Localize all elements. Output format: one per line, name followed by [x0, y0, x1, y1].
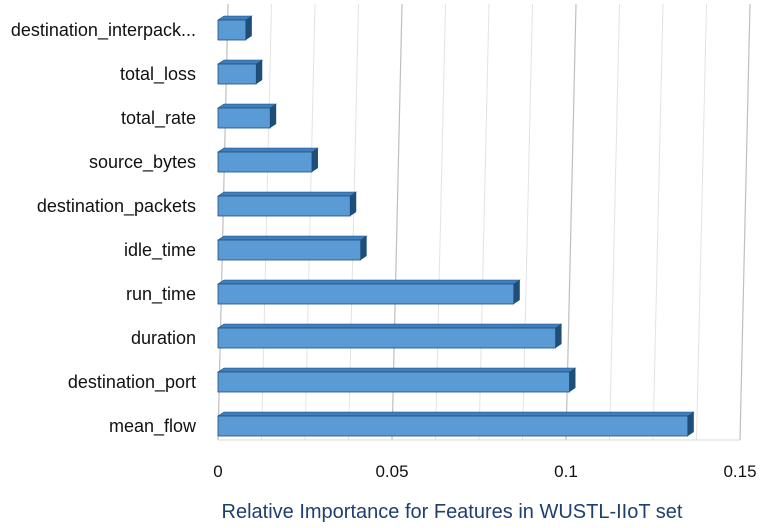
major-gridline — [739, 3, 751, 441]
minor-gridline — [478, 3, 490, 441]
minor-gridline — [261, 3, 272, 441]
bar-end-face — [270, 104, 277, 128]
category-label: destination_interpack... — [11, 20, 196, 41]
bar-front-face — [217, 63, 257, 85]
bar-front-face — [217, 151, 313, 173]
bar-total-loss — [217, 59, 264, 85]
minor-gridline — [348, 3, 359, 441]
bar-run-time — [217, 279, 521, 305]
minor-gridline — [522, 3, 533, 441]
bar-end-face — [569, 368, 576, 392]
bar-end-face — [360, 236, 367, 260]
minor-gridline — [435, 3, 446, 441]
bar-top-face — [217, 147, 319, 153]
category-label: total_loss — [120, 64, 196, 85]
bar-front-face — [217, 239, 362, 261]
minor-gridline — [696, 3, 707, 441]
bar-end-face — [350, 192, 357, 216]
bar-top-face — [217, 279, 521, 285]
category-label: total_rate — [121, 108, 196, 129]
minor-gridline — [609, 3, 620, 441]
bar-end-face — [256, 60, 263, 84]
bar-top-face — [217, 367, 577, 373]
category-label: run_time — [126, 284, 196, 305]
bar-end-face — [687, 412, 694, 436]
bar-total-rate — [217, 103, 278, 129]
bar-front-face — [217, 19, 247, 41]
bar-source-bytes — [217, 147, 319, 173]
category-label: destination_packets — [37, 196, 196, 217]
category-label: source_bytes — [89, 152, 196, 173]
bar-destination-port — [217, 367, 577, 393]
minor-gridline — [304, 3, 316, 441]
minor-gridline — [652, 3, 664, 441]
bar-end-face — [513, 280, 520, 304]
bar-front-face — [217, 415, 689, 437]
bar-destination-interpack- — [217, 15, 253, 41]
category-label: mean_flow — [109, 416, 197, 437]
x-tick-label: 0.1 — [554, 462, 578, 481]
x-axis-title: Relative Importance for Features in WUST… — [222, 501, 683, 523]
bars — [217, 15, 695, 437]
category-label: destination_port — [68, 372, 196, 393]
bar-end-face — [555, 324, 562, 348]
major-gridline — [565, 3, 577, 441]
bar-top-face — [217, 103, 278, 109]
bar-top-face — [217, 191, 358, 197]
gridlines — [217, 3, 751, 441]
bar-end-face — [245, 16, 252, 40]
x-tick-label: 0 — [213, 462, 222, 481]
bar-top-face — [217, 235, 368, 241]
bar-destination-packets — [217, 191, 358, 217]
category-label: idle_time — [124, 240, 196, 261]
bar-front-face — [217, 107, 271, 129]
x-tick-labels: 0 0.05 0.1 0.15 — [213, 462, 756, 481]
major-gridline — [391, 3, 403, 441]
bar-top-face — [217, 411, 695, 417]
bar-top-face — [217, 59, 264, 65]
bar-top-face — [217, 323, 563, 329]
bar-front-face — [217, 283, 515, 305]
category-label: duration — [131, 328, 196, 348]
bar-mean-flow — [217, 411, 695, 437]
bar-duration — [217, 323, 563, 349]
x-tick-label: 0.15 — [723, 462, 756, 481]
bar-front-face — [217, 327, 556, 349]
bar-front-face — [217, 371, 570, 393]
bar-front-face — [217, 195, 351, 217]
bar-end-face — [311, 148, 318, 172]
bar-idle-time — [217, 235, 368, 261]
x-tick-label: 0.05 — [375, 462, 408, 481]
category-labels: destination_interpack... total_loss total_… — [11, 20, 197, 437]
